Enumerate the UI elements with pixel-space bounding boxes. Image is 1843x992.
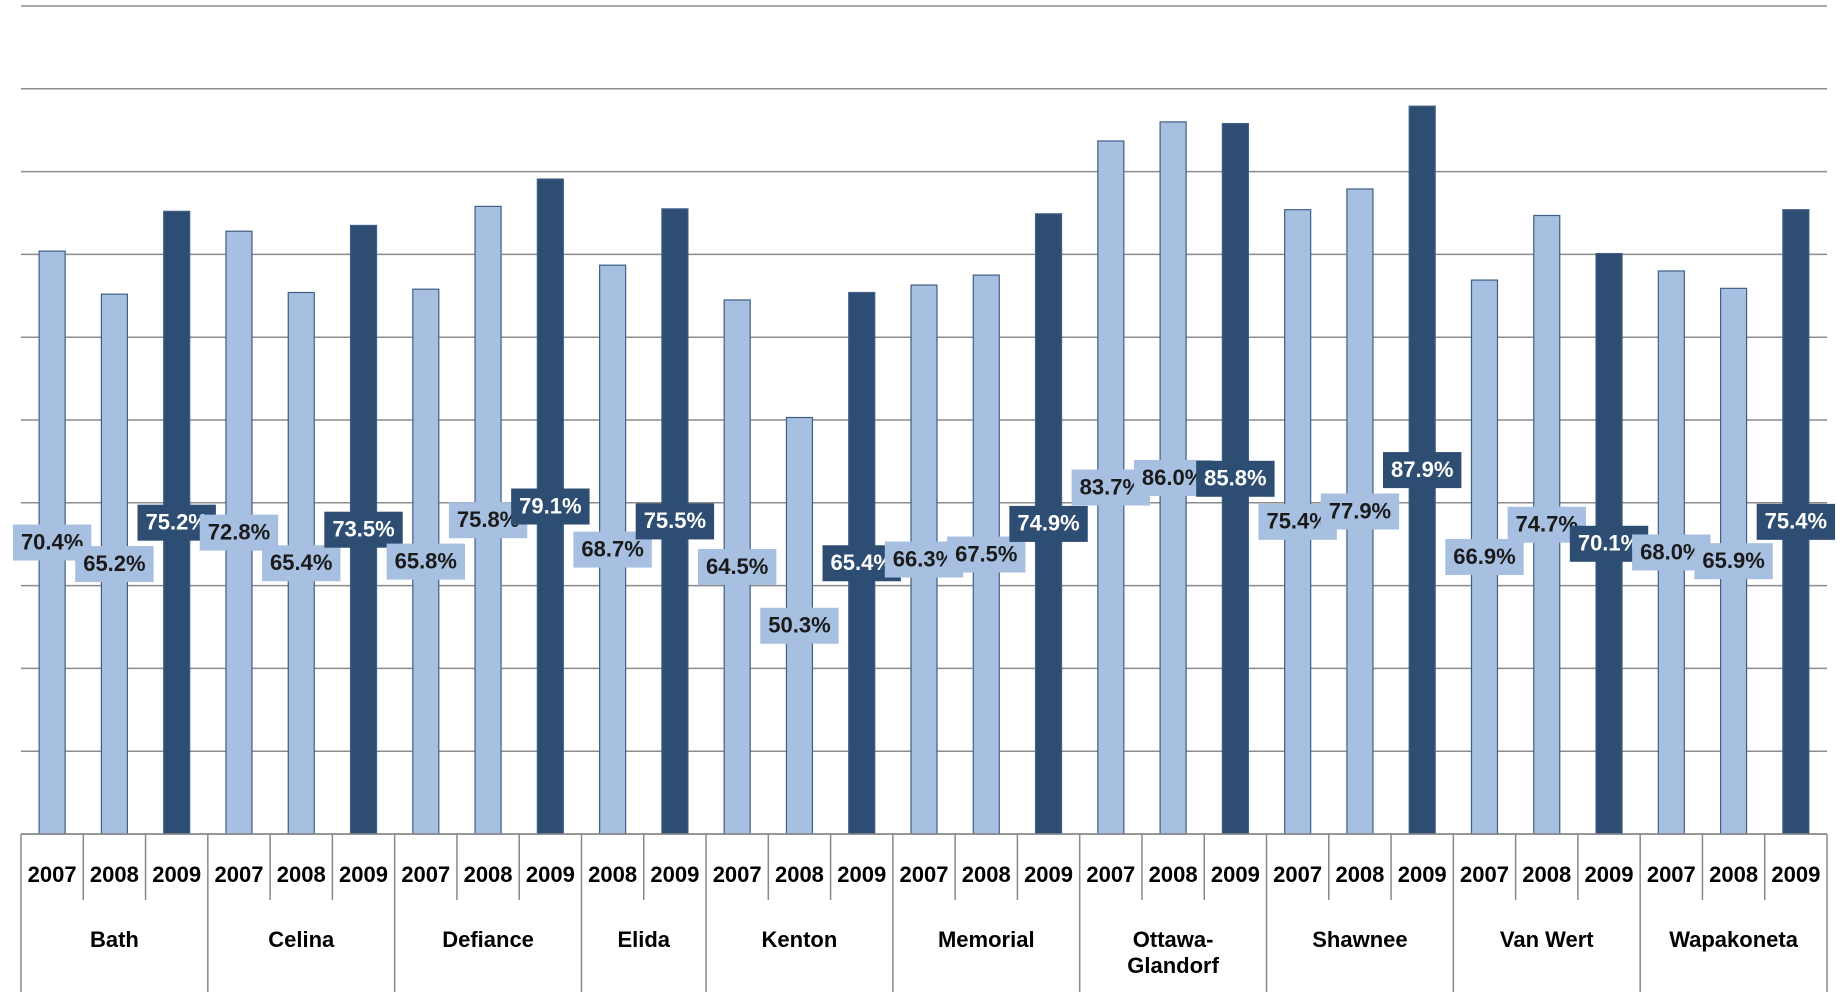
data-label: 75.4%: [1266, 509, 1328, 534]
data-label-box: [199, 514, 279, 551]
x-tick-label: 2007: [28, 862, 77, 887]
group-label: Defiance: [442, 927, 534, 952]
x-tick-label: 2009: [152, 862, 201, 887]
data-label-box: [386, 543, 465, 580]
x-tick-label: 2009: [837, 862, 886, 887]
x-tick-label: 2008: [464, 862, 513, 887]
data-label: 74.7%: [1516, 512, 1578, 537]
data-label-box: [697, 548, 777, 585]
data-label: 70.1%: [1578, 531, 1640, 556]
x-tick-label: 2008: [277, 862, 326, 887]
x-tick-label: 2007: [713, 862, 762, 887]
data-label-box: [1009, 505, 1088, 542]
data-label-box: [760, 607, 839, 644]
data-label: 65.2%: [83, 551, 145, 576]
data-label: 65.8%: [395, 548, 457, 573]
data-label-box: [1320, 493, 1400, 530]
x-tick-label: 2009: [1398, 862, 1447, 887]
data-label: 75.8%: [457, 507, 519, 532]
x-tick-label: 2009: [526, 862, 575, 887]
x-tick-label: 2008: [775, 862, 824, 887]
x-tick-label: 2009: [1771, 862, 1820, 887]
data-label-box: [1756, 503, 1836, 540]
data-label-box: [1445, 539, 1524, 576]
x-tick-label: 2008: [1522, 862, 1571, 887]
group-label: Memorial: [937, 927, 1035, 952]
group-label: Shawnee: [1312, 927, 1408, 952]
data-label-box: [1196, 460, 1275, 497]
data-label: 68.7%: [581, 536, 643, 561]
x-tick-label: 2009: [1024, 862, 1073, 887]
data-label: 72.8%: [208, 519, 270, 544]
data-label: 70.4%: [21, 529, 83, 554]
data-label: 65.4%: [831, 550, 893, 575]
x-tick-label: 2007: [401, 862, 450, 887]
data-label: 75.5%: [644, 508, 706, 533]
x-tick-label: 2008: [1709, 862, 1758, 887]
group-label: Elida: [617, 927, 671, 952]
group-label: Bath: [89, 927, 139, 952]
data-label: 79.1%: [519, 493, 581, 518]
data-label: 67.5%: [955, 541, 1017, 566]
data-label: 68.0%: [1640, 539, 1702, 564]
data-label: 66.9%: [1453, 544, 1515, 569]
data-label-box: [511, 488, 590, 525]
x-tick-label: 2007: [1273, 862, 1322, 887]
data-label: 86.0%: [1142, 465, 1204, 490]
x-tick-label: 2007: [1460, 862, 1509, 887]
data-label: 87.9%: [1391, 457, 1453, 482]
group-label: Van Wert: [1499, 927, 1594, 952]
data-label: 65.4%: [270, 550, 332, 575]
x-tick-label: 2007: [900, 862, 949, 887]
x-tick-label: 2008: [1335, 862, 1384, 887]
data-label: 75.2%: [145, 509, 207, 534]
data-label-box: [635, 503, 715, 540]
x-tick-label: 2008: [588, 862, 637, 887]
data-label-box: [324, 511, 403, 548]
x-tick-label: 2008: [962, 862, 1011, 887]
group-label: Celina: [268, 927, 335, 952]
x-tick-label: 2007: [1086, 862, 1135, 887]
group-label: Kenton: [761, 927, 838, 952]
data-label: 64.5%: [706, 554, 768, 579]
data-label: 65.9%: [1702, 548, 1764, 573]
data-label-box: [75, 546, 154, 583]
data-label: 75.4%: [1765, 509, 1827, 534]
data-label: 83.7%: [1080, 474, 1142, 499]
data-label: 74.9%: [1017, 511, 1079, 536]
data-label: 73.5%: [332, 517, 394, 542]
x-tick-label: 2009: [650, 862, 699, 887]
x-tick-label: 2008: [90, 862, 139, 887]
data-label: 85.8%: [1204, 466, 1266, 491]
data-label-box: [262, 545, 341, 582]
x-tick-label: 2009: [339, 862, 388, 887]
data-label-box: [1694, 543, 1773, 580]
data-label-box: [947, 536, 1026, 573]
data-label: 50.3%: [768, 613, 830, 638]
x-tick-label: 2009: [1585, 862, 1634, 887]
group-label: Wapakoneta: [1669, 927, 1798, 952]
data-label: 66.3%: [893, 546, 955, 571]
data-label-box: [1383, 452, 1462, 489]
group-label: Ottawa-Glandorf: [1127, 927, 1219, 978]
x-tick-label: 2007: [214, 862, 263, 887]
x-tick-label: 2009: [1211, 862, 1260, 887]
x-tick-label: 2007: [1647, 862, 1696, 887]
x-tick-label: 2008: [1149, 862, 1198, 887]
data-label: 77.9%: [1329, 498, 1391, 523]
